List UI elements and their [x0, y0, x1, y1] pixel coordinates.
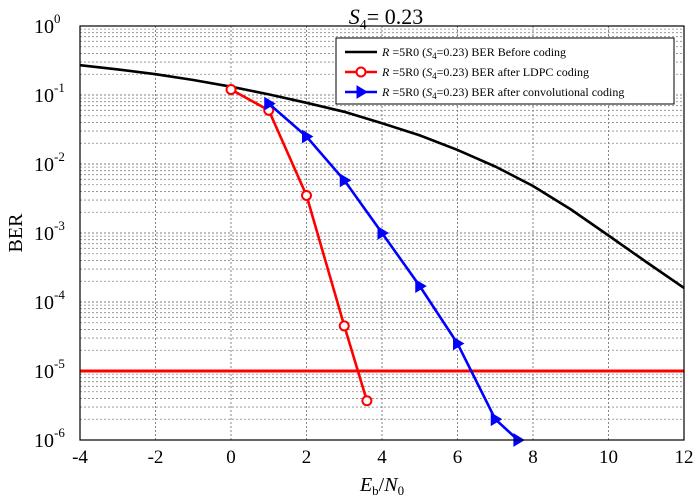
legend-label: R =5R0 (S4=0.23) BER after convolutional…	[381, 85, 624, 101]
legend-box	[335, 37, 675, 105]
data-point-triangle	[377, 226, 389, 240]
legend-item-3: R =5R0 (S4=0.23) BER after convolutional…	[345, 85, 624, 101]
data-point-triangle	[453, 336, 465, 351]
series-3	[264, 96, 525, 447]
x-tick-label: -4	[72, 447, 88, 468]
x-tick-label: 8	[528, 447, 538, 468]
data-point-triangle	[490, 412, 503, 427]
x-tick-label: 0	[226, 447, 236, 468]
data-point-circle	[355, 66, 367, 78]
legend-label: R =5R0 (S4=0.23) BER Before coding	[381, 45, 566, 61]
series-1	[79, 63, 685, 289]
data-point-triangle	[415, 279, 427, 293]
y-tick-label: 10-4	[34, 287, 65, 314]
series-group	[79, 63, 685, 447]
y-tick-label: 100	[34, 11, 61, 38]
series-2	[225, 84, 373, 407]
x-tick-label: 4	[377, 447, 387, 468]
legend-item-2: R =5R0 (S4=0.23) BER after LDPC coding	[345, 65, 589, 81]
x-tick-label: 10	[599, 447, 618, 468]
data-point-triangle	[302, 129, 314, 144]
data-point-circle	[301, 189, 312, 201]
plot-frame	[79, 25, 685, 441]
legend: R =5R0 (S4=0.23) BER Before coding R =5R0…	[335, 37, 675, 105]
x-tick-labels: -4 -2 0 2 4 6 8 10 12	[72, 447, 693, 468]
y-tick-labels: 100 10-1 10-2 10-3 10-4 10-5 10-6	[34, 11, 65, 452]
x-tick-label: 6	[453, 447, 463, 468]
chart-title: S4= 0.23	[349, 4, 423, 33]
data-point-triangle	[339, 173, 352, 188]
y-tick-label: 10-6	[34, 425, 65, 452]
x-axis-label: Eb/N0	[359, 474, 404, 498]
series-line	[79, 63, 685, 289]
y-tick-label: 10-3	[34, 218, 65, 245]
y-tick-label: 10-5	[34, 356, 65, 383]
data-point-circle	[361, 395, 373, 407]
data-point-triangle	[264, 96, 276, 111]
x-tick-label: 12	[675, 447, 694, 468]
legend-item-1: R =5R0 (S4=0.23) BER Before coding	[345, 45, 566, 61]
y-tick-label: 10-2	[34, 149, 65, 176]
legend-label: R =5R0 (S4=0.23) BER after LDPC coding	[381, 65, 589, 81]
data-point-circle	[338, 320, 350, 332]
series-line	[267, 102, 519, 441]
x-tick-label: -2	[148, 447, 164, 468]
data-point-triangle	[356, 85, 368, 99]
y-tick-label: 10-1	[34, 80, 65, 107]
y-axis-label: BER	[5, 213, 27, 253]
data-point-circle	[225, 84, 237, 96]
x-tick-label: 2	[302, 447, 312, 468]
